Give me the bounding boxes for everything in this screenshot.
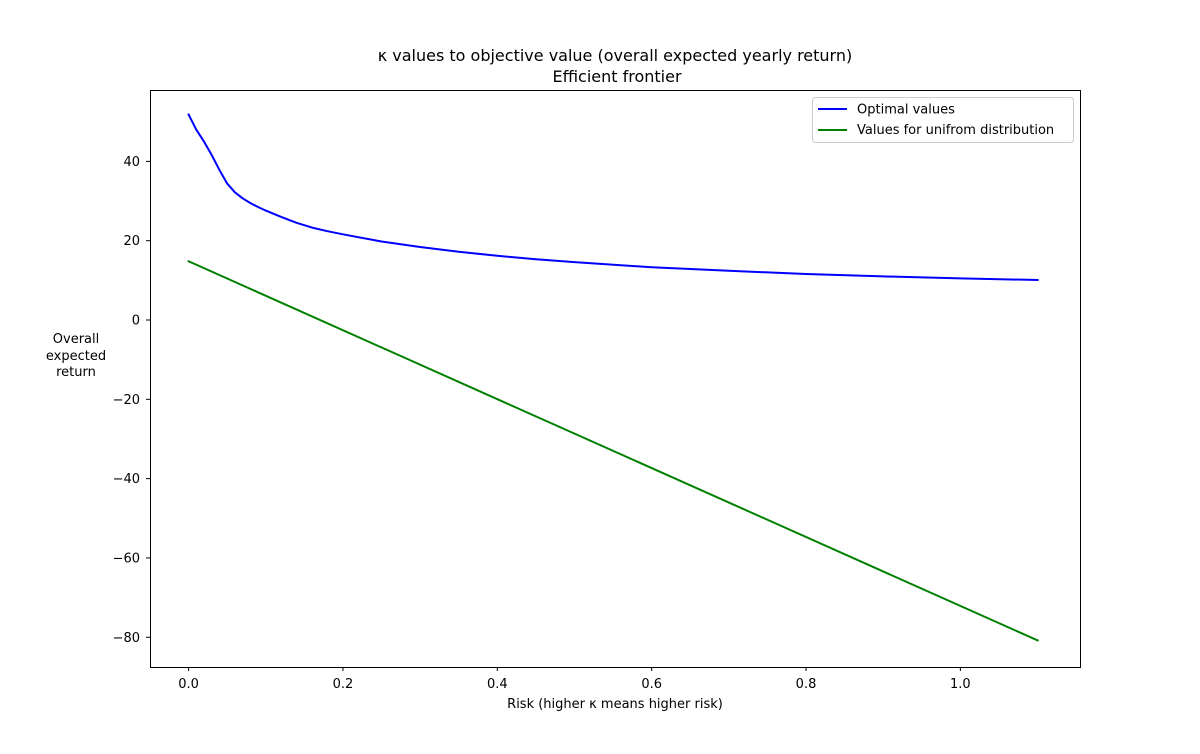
- y-axis-label-line-2: expected: [46, 349, 106, 364]
- series-line-optimal-values: [187, 113, 1039, 282]
- legend-box: [812, 97, 1074, 143]
- legend-label-optimal-values: Optimal values: [857, 103, 955, 118]
- x-axis-ticks: 0.0 0.2 0.4 0.6 0.8 1.0: [178, 667, 971, 692]
- x-tick-label: 0.2: [333, 677, 354, 692]
- y-axis-label-line-1: Overall: [53, 332, 99, 347]
- x-axis-label: Risk (higher κ means higher risk): [507, 697, 723, 712]
- chart-subtitle: Efficient frontier: [552, 67, 682, 86]
- y-axis-ticks: −80 −60 −40 −20 0 20 40: [113, 155, 150, 646]
- y-tick-label: −60: [113, 551, 140, 566]
- chart-title: κ values to objective value (overall exp…: [378, 46, 852, 65]
- x-tick-label: 0.0: [178, 677, 199, 692]
- y-tick-label: 0: [132, 314, 140, 329]
- y-tick-label: −20: [113, 393, 140, 408]
- y-tick-label: 20: [123, 234, 140, 249]
- x-tick-label: 0.4: [487, 677, 508, 692]
- legend: Optimal values Values for unifrom distri…: [812, 97, 1074, 143]
- y-tick-label: 40: [123, 155, 140, 170]
- series-line-uniform-distribution: [187, 259, 1039, 642]
- y-tick-label: −40: [113, 472, 140, 487]
- plot-area-frame: [150, 90, 1081, 668]
- legend-label-uniform-distribution: Values for unifrom distribution: [857, 123, 1054, 138]
- x-tick-label: 0.6: [641, 677, 662, 692]
- series-lines: [187, 113, 1039, 642]
- x-tick-label: 1.0: [950, 677, 971, 692]
- x-tick-label: 0.8: [796, 677, 817, 692]
- y-axis-label-line-3: return: [56, 365, 96, 380]
- y-tick-label: −80: [113, 631, 140, 646]
